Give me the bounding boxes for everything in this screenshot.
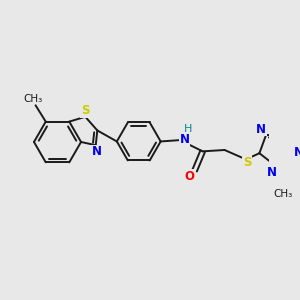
Text: O: O	[185, 170, 195, 183]
Text: N: N	[293, 146, 300, 160]
Text: S: S	[81, 104, 90, 117]
Text: H: H	[184, 124, 193, 134]
Text: N: N	[267, 166, 277, 179]
Text: N: N	[92, 146, 102, 158]
Text: N: N	[180, 133, 190, 146]
Text: S: S	[243, 155, 251, 169]
Text: N: N	[256, 122, 266, 136]
Text: CH₃: CH₃	[274, 189, 293, 199]
Text: CH₃: CH₃	[23, 94, 43, 104]
